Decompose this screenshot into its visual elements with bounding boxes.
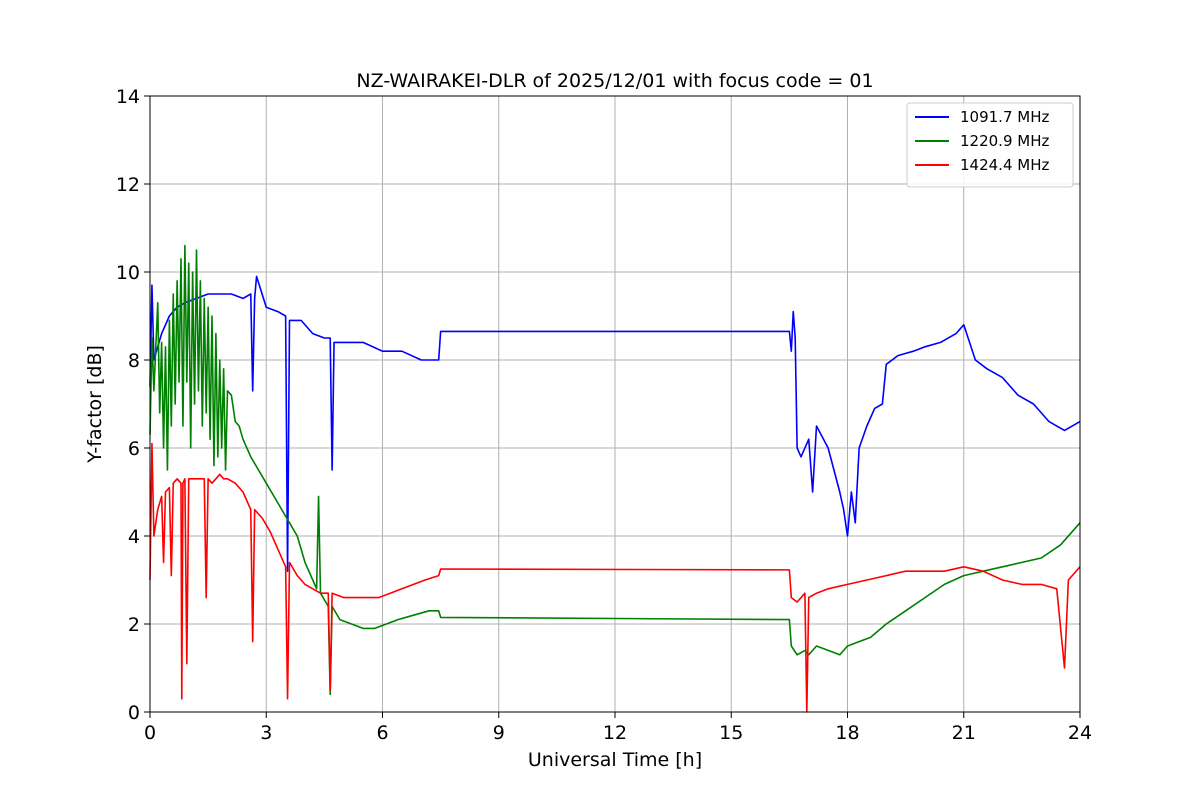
series-line-1 [149,275,1081,572]
y-tick-label: 12 [116,174,140,196]
y-tick-label: 2 [128,614,140,636]
y-axis-label: Y-factor [dB] [84,345,106,464]
chart-title: NZ-WAIRAKEI-DLR of 2025/12/01 with focus… [356,70,873,92]
x-tick-label: 18 [835,722,859,744]
y-tick-label: 10 [116,262,140,284]
legend-label: 1424.4 MHz [960,156,1049,174]
y-tick-label: 14 [116,86,140,108]
x-tick-label: 9 [493,722,505,744]
legend: 1091.7 MHz 1220.9 MHz 1424.4 MHz [906,102,1074,188]
series-line-3 [149,442,1081,713]
x-tick-label: 21 [952,722,976,744]
x-tick-label: 24 [1068,722,1092,744]
series-layer [149,244,1081,713]
y-tick-label: 0 [128,702,140,724]
y-tick-label: 4 [128,526,140,548]
x-tick-label: 12 [603,722,627,744]
x-tick-label: 3 [260,722,272,744]
legend-label: 1220.9 MHz [960,132,1049,150]
x-tick-label: 0 [144,722,156,744]
y-tick-label: 6 [128,438,140,460]
x-axis-label: Universal Time [h] [528,749,702,771]
series-line-2 [149,244,1081,696]
y-tick-label: 8 [128,350,140,372]
x-tick-label: 6 [376,722,388,744]
legend-label: 1091.7 MHz [960,108,1049,126]
x-tick-label: 15 [719,722,743,744]
